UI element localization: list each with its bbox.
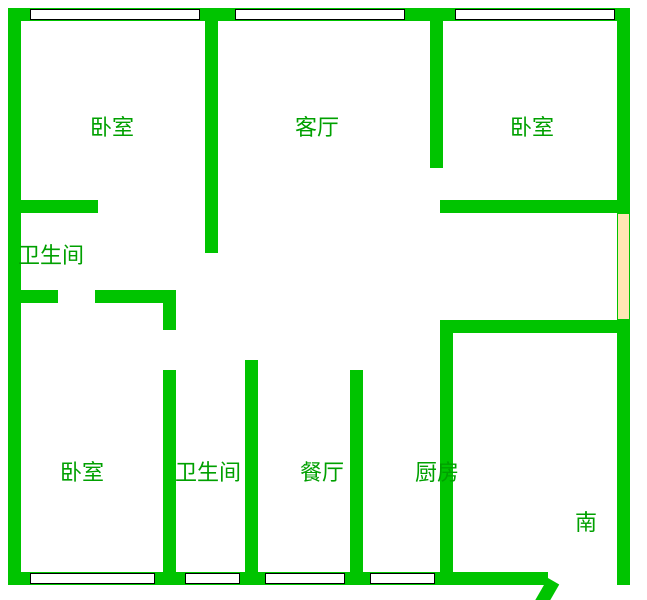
vert-lower-div2 xyxy=(245,370,258,585)
mid-horiz-right-lower xyxy=(440,320,630,333)
mid-horiz-right-upper xyxy=(440,200,630,213)
vert-middle-right xyxy=(440,320,453,585)
label-bedroom-2: 卧室 xyxy=(510,110,554,142)
win-bot-3 xyxy=(265,573,345,584)
label-living: 客厅 xyxy=(295,110,339,142)
door-right-mid xyxy=(618,214,629,319)
win-bot-4 xyxy=(370,573,435,584)
label-dining: 餐厅 xyxy=(300,455,344,487)
vert-lower-div2-cap xyxy=(245,360,258,370)
vert-left-room xyxy=(205,8,218,253)
label-bedroom-1: 卧室 xyxy=(90,110,134,142)
vert-bath-stub1 xyxy=(163,290,176,330)
win-top-2 xyxy=(235,9,405,20)
vert-lower-div3 xyxy=(350,370,363,585)
mid-horiz-left-lower xyxy=(8,290,58,303)
label-bath-1: 卫生间 xyxy=(18,238,84,270)
vert-middle-top xyxy=(430,8,443,168)
win-top-3 xyxy=(455,9,615,20)
outer-bottom-right xyxy=(617,572,630,585)
win-top-1 xyxy=(30,9,200,20)
mid-horiz-left-upper xyxy=(8,200,98,213)
label-south: 南 xyxy=(575,505,597,537)
floorplan-canvas: 卧室客厅卧室卫生间卧室卫生间餐厅厨房南 xyxy=(0,0,647,600)
vert-lower-div1 xyxy=(163,370,176,585)
label-bath-2: 卫生间 xyxy=(175,455,241,487)
win-bot-1 xyxy=(30,573,155,584)
label-bedroom-3: 卧室 xyxy=(60,455,104,487)
win-bot-2 xyxy=(185,573,240,584)
